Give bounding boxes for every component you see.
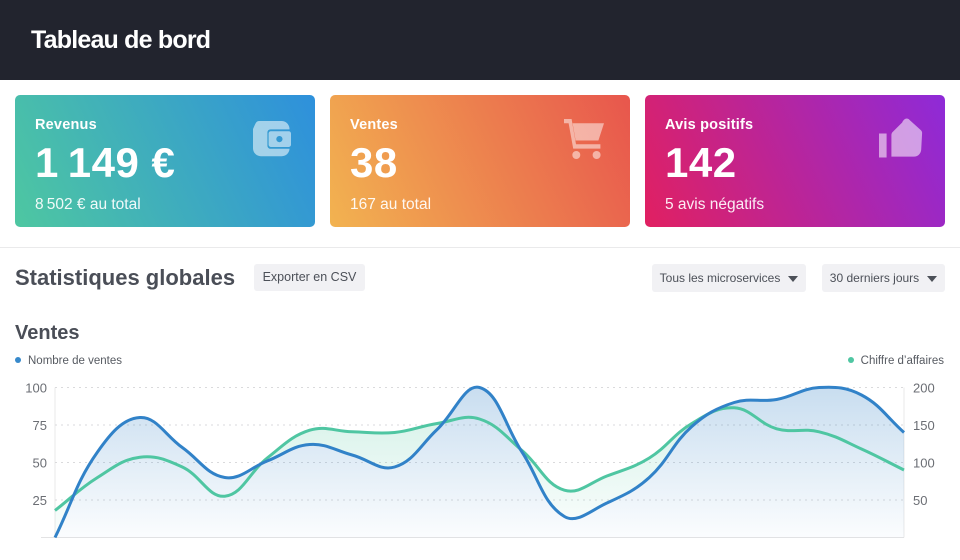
svg-text:25: 25	[33, 493, 47, 508]
svg-text:200: 200	[913, 381, 935, 396]
svg-text:100: 100	[25, 381, 47, 396]
svg-text:50: 50	[33, 456, 47, 471]
svg-text:50: 50	[913, 493, 927, 508]
svg-text:100: 100	[913, 456, 935, 471]
svg-text:150: 150	[913, 418, 935, 433]
svg-text:75: 75	[33, 418, 47, 433]
